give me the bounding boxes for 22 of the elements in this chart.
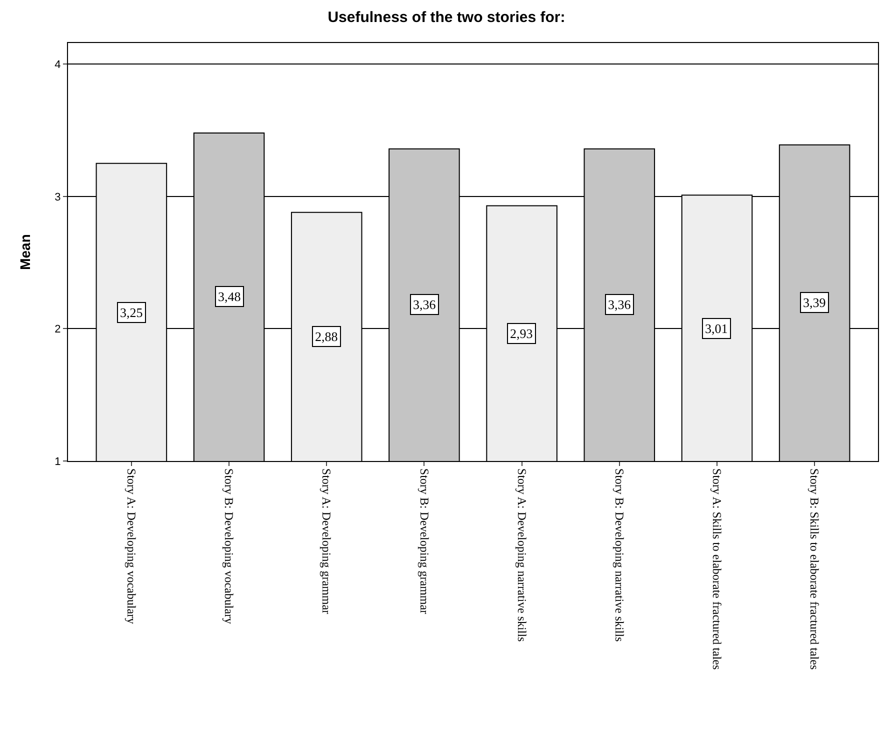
x-tick-label: Story B: Developing vocabulary <box>222 468 236 624</box>
x-tick-label: Story A: Developing grammar <box>320 468 334 614</box>
x-tick-label: Story B: Developing grammar <box>417 468 432 614</box>
y-tick-label: 2 <box>54 324 61 336</box>
y-tick-label: 3 <box>54 191 61 204</box>
y-axis-title: Mean <box>17 234 33 270</box>
y-tick-label: 4 <box>54 59 61 72</box>
x-tick-label: Story B: Developing narrative skills <box>612 468 626 642</box>
x-tick-label: Story A: Skills to elaborate fractured tales <box>710 468 724 670</box>
data-label: 3,36 <box>413 297 436 312</box>
data-label: 2,93 <box>510 326 533 341</box>
x-tick-label: Story B: Skills to elaborate fractured tales <box>808 468 822 670</box>
data-label: 3,48 <box>218 289 241 304</box>
x-tick-label: Story A: Developing narrative skills <box>514 468 529 642</box>
data-label: 3,25 <box>120 305 143 320</box>
chart-title: Usefulness of the two stories for: <box>328 8 566 26</box>
y-tick-label: 1 <box>54 456 61 468</box>
x-tick-label: Story A: Developing vocabulary <box>124 468 139 624</box>
data-label: 2,88 <box>315 329 338 344</box>
data-label: 3,36 <box>608 297 632 312</box>
data-label: 3,01 <box>705 321 728 336</box>
data-label: 3,39 <box>803 295 826 310</box>
